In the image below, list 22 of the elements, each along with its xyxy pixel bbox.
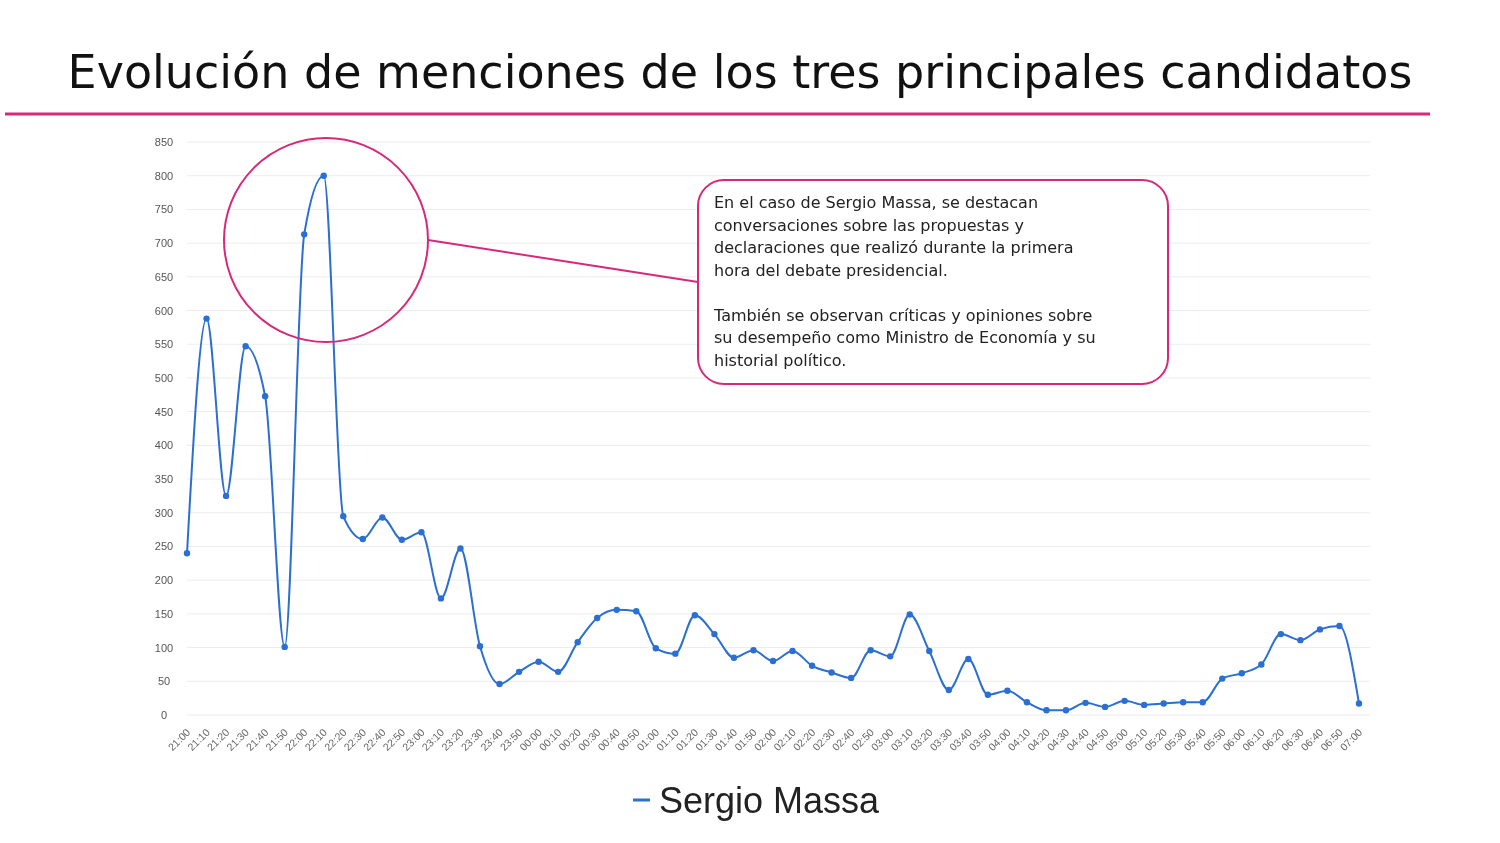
chart-title: Evolución de menciones de los tres principales candidatos xyxy=(67,45,1413,99)
y-tick-label: 550 xyxy=(154,338,174,351)
y-tick-label: 400 xyxy=(154,439,174,452)
y-tick-label: 450 xyxy=(154,405,174,418)
y-tick-label: 700 xyxy=(154,237,174,250)
y-tick-label: 50 xyxy=(157,675,171,688)
y-tick-label: 500 xyxy=(154,371,174,384)
y-tick-label: 600 xyxy=(154,304,174,317)
y-tick-label: 0 xyxy=(160,709,168,721)
y-tick-label: 150 xyxy=(154,607,174,620)
legend-label: Sergio Massa xyxy=(659,780,881,821)
annotation: También se observan críticas y opiniones sobre su desempeño como Ministro de Economía y su historial político. xyxy=(713,305,1096,370)
annotation: En el caso de Sergio Massa, se destacan conversaciones sobre las propuestas y declaraciones que realizó durante la primera hora del debate presidencial. xyxy=(714,193,1074,280)
y-tick-label: 750 xyxy=(154,203,174,216)
y-tick-label: 250 xyxy=(154,540,174,553)
y-tick-label: 850 xyxy=(154,136,174,148)
y-tick-label: 300 xyxy=(154,506,174,519)
y-tick-label: 800 xyxy=(154,169,174,182)
y-tick-label: 100 xyxy=(154,641,174,654)
y-tick-label: 200 xyxy=(154,574,174,587)
y-tick-label: 650 xyxy=(154,270,174,283)
y-tick-label: 350 xyxy=(154,473,174,486)
